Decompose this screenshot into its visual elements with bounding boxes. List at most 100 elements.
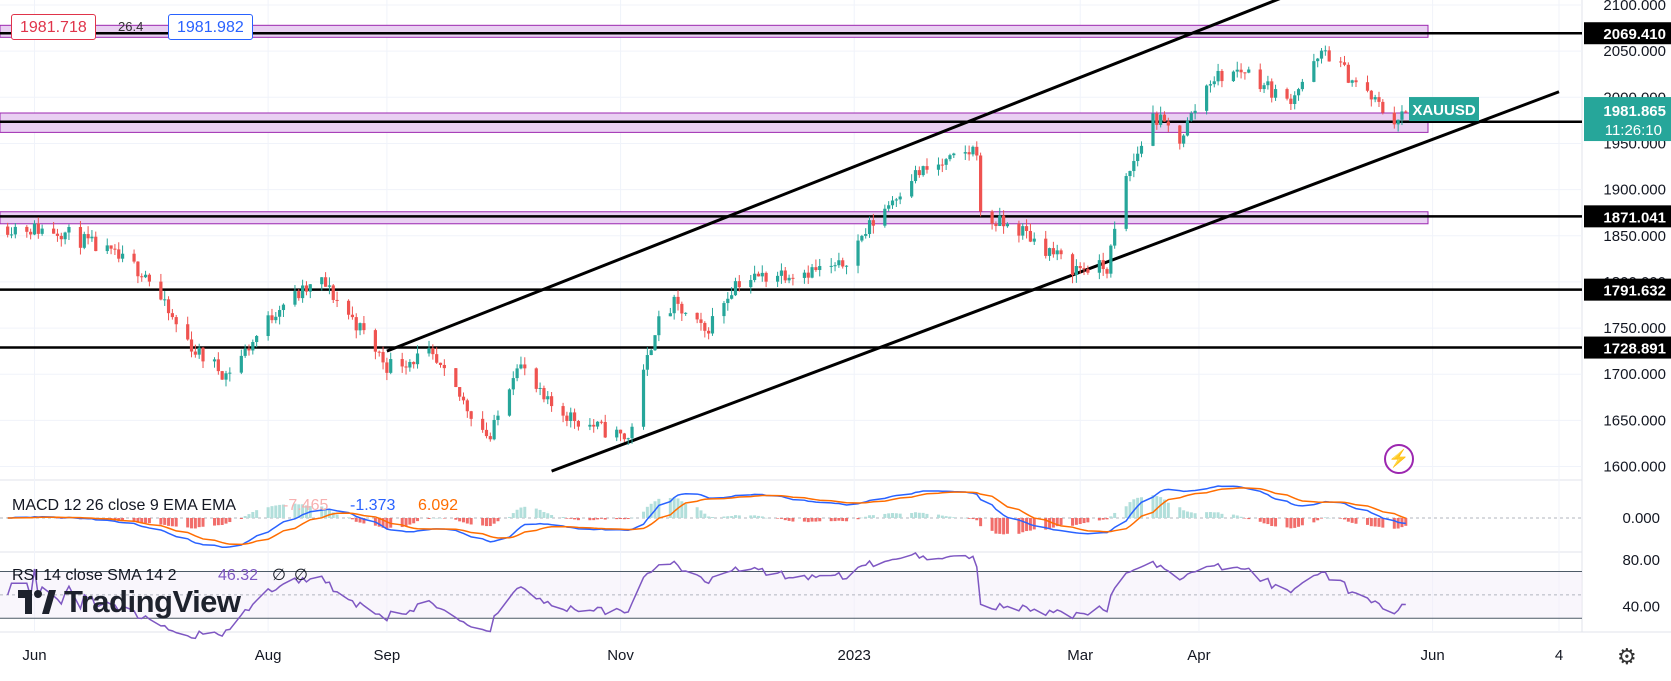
macd-bar [461, 518, 465, 523]
candle-body [1293, 95, 1297, 104]
candle-body [1300, 81, 1304, 90]
macd-bar [783, 518, 787, 521]
candle-body [641, 369, 646, 427]
trend-channel-line[interactable] [386, 0, 1329, 353]
macd-bar [170, 518, 174, 527]
macd-bar [220, 518, 224, 525]
candle-body [699, 319, 703, 323]
macd-bar [190, 518, 194, 529]
candle-body [1109, 245, 1113, 274]
macd-bar [1097, 518, 1101, 521]
gear-icon[interactable]: ⚙ [1617, 644, 1637, 669]
macd-bar [523, 506, 527, 518]
candle-body [657, 316, 661, 336]
candle-body [1059, 250, 1063, 255]
macd-bar [642, 511, 646, 518]
macd-bar [507, 516, 511, 518]
candle-body [427, 348, 431, 354]
sr-zone[interactable] [0, 211, 1429, 225]
candle-body [59, 235, 63, 240]
macd-bar [1185, 511, 1189, 518]
macd-bar [887, 513, 891, 518]
candle-body [1270, 81, 1274, 98]
candle-body [707, 330, 711, 334]
macd-bar [695, 507, 699, 518]
macd-bar [1178, 507, 1182, 518]
macd-title: MACD 12 26 close 9 EMA EMA [12, 497, 236, 514]
candle-body [1396, 119, 1400, 125]
macd-bar [1182, 510, 1186, 518]
macd-bar [868, 515, 872, 518]
candle-body [377, 351, 381, 353]
candle-body [120, 253, 125, 259]
candle-body [481, 418, 485, 430]
macd-bar [435, 517, 439, 519]
candle-body [109, 245, 113, 249]
candle-body [829, 265, 833, 267]
macd-bar [645, 506, 649, 518]
macd-bar [412, 518, 416, 524]
candle-body [90, 236, 94, 239]
macd-bar [753, 515, 757, 518]
macd-bar [1155, 496, 1159, 518]
candle-body [94, 236, 98, 252]
candle-body [1044, 238, 1048, 256]
macd-bar [304, 505, 308, 518]
macd-bar [1025, 518, 1029, 532]
candle-body [304, 285, 309, 292]
candle-body [32, 223, 37, 235]
macd-bar [1289, 518, 1293, 529]
candle-body [1404, 111, 1408, 113]
candle-body [442, 364, 446, 369]
candle-body [1139, 145, 1144, 154]
candle-body [1097, 260, 1101, 273]
candle-body [783, 270, 787, 281]
macd-bar [952, 517, 956, 518]
symbol-tag[interactable] [1409, 97, 1479, 122]
level-price-tag [1584, 336, 1671, 359]
macd-bar [592, 518, 596, 521]
macd-bar [1124, 506, 1128, 518]
macd-bar [481, 518, 485, 526]
time-tick-label: Aug [255, 647, 282, 664]
candle-body [592, 424, 596, 427]
macd-bar [990, 518, 994, 531]
candle-body [703, 322, 707, 331]
macd-bar [699, 510, 703, 518]
macd-bar [1377, 518, 1381, 527]
lightning-icon[interactable]: ⚡ [1384, 444, 1414, 474]
macd-bar [1258, 518, 1262, 522]
macd-bar [492, 518, 496, 524]
candle-body [615, 429, 619, 438]
sell-price-button[interactable]: 1981.718 [11, 14, 96, 40]
candle-body [255, 335, 259, 343]
macd-bar [975, 518, 979, 521]
macd-bar [573, 518, 577, 520]
macd-bar [1032, 518, 1036, 530]
price-tick-label: 1750.000 [1603, 320, 1666, 337]
candle-body [1316, 58, 1320, 62]
candle-body [542, 387, 546, 400]
trend-channel-line[interactable] [551, 90, 1560, 473]
candle-body [860, 235, 864, 241]
candle-body [1078, 266, 1082, 269]
candle-body [519, 364, 523, 369]
candle-body [867, 220, 872, 235]
candle-body [841, 260, 845, 267]
macd-bar [1323, 517, 1327, 518]
candle-body [1017, 223, 1021, 236]
candle-body [438, 362, 443, 365]
candle-body [1128, 171, 1132, 177]
candle-body [1151, 113, 1155, 146]
candle-body [814, 267, 818, 271]
rsi-line [6, 551, 1406, 640]
macd-bar [998, 518, 1002, 534]
macd-bar [1166, 502, 1170, 518]
macd-bar [1044, 518, 1048, 530]
macd-bar [845, 518, 849, 522]
macd-bar [400, 518, 404, 528]
buy-price-button[interactable]: 1981.982 [168, 14, 253, 40]
candle-body [1155, 113, 1159, 125]
